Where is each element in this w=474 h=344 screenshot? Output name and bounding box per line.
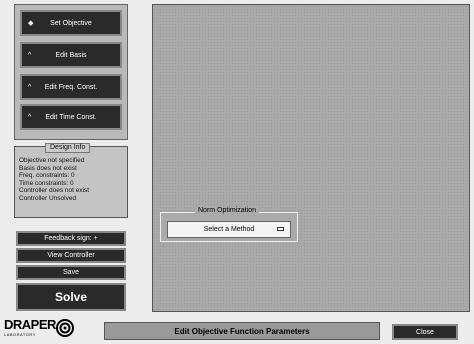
info-title: Design Info xyxy=(45,143,91,153)
logo-mark xyxy=(56,319,74,337)
select-label: Select a Method xyxy=(203,226,255,233)
info-line: Basis does not exist xyxy=(19,164,77,172)
menu-button[interactable]: ^ Edit Time Const. xyxy=(20,104,122,130)
info-line: Freq. constraints: 0 xyxy=(19,172,75,180)
info-line: Time constraints: 0 xyxy=(19,179,74,187)
design-info: Design Info Objective not specified Basi… xyxy=(14,143,128,218)
close-button[interactable]: Close xyxy=(392,324,458,340)
logo-text: DRAPER xyxy=(4,317,56,332)
norm-box: Norm Optimization Select a Method xyxy=(160,207,298,242)
button-label: Edit Basis xyxy=(55,51,87,59)
select-icon xyxy=(277,227,284,231)
action-button[interactable]: View Controller xyxy=(16,248,126,263)
info-line: Controller Unsolved xyxy=(19,194,77,202)
info-line: Objective not specified xyxy=(19,157,85,164)
info-line: Controller does not exist xyxy=(19,187,90,195)
logo-sub: LABORATORY xyxy=(4,332,36,337)
menu-button[interactable]: ^ Edit Basis xyxy=(20,42,122,68)
norm-title: Norm Optimization xyxy=(195,207,259,214)
method-select[interactable]: Select a Method xyxy=(167,221,291,238)
action-button[interactable]: Feedback sign: + xyxy=(16,231,126,246)
action-button[interactable]: Save xyxy=(16,265,126,280)
menu-button[interactable]: ◆ Set Objective xyxy=(20,10,122,36)
button-label: Edit Time Const. xyxy=(45,113,97,121)
solve-button[interactable]: Solve xyxy=(16,283,126,311)
button-label: Set Objective xyxy=(50,19,92,27)
button-label: Edit Freq. Const. xyxy=(44,83,98,91)
logo: DRAPER LABORATORY xyxy=(4,318,76,342)
menu-button[interactable]: ^ Edit Freq. Const. xyxy=(20,74,122,100)
main-area xyxy=(152,4,470,312)
status-bar: Edit Objective Function Parameters xyxy=(104,322,380,340)
